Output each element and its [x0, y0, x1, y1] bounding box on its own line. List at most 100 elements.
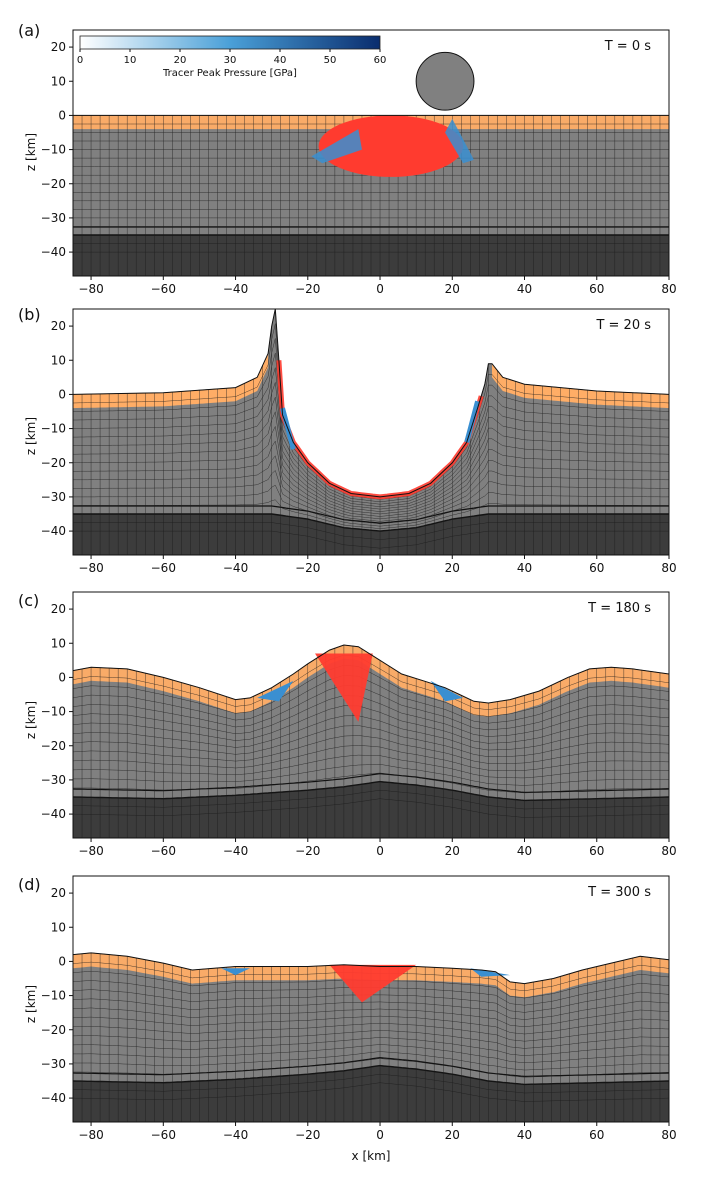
time-label: T = 300 s: [587, 885, 651, 900]
axes-frame: [72, 29, 670, 277]
x-tick-label: 20: [445, 561, 460, 575]
mesh-line: [73, 675, 669, 724]
y-tick-label: −10: [41, 705, 66, 719]
mesh-line: [73, 998, 669, 1020]
panel-layers: [73, 644, 669, 838]
y-tick-label: −30: [41, 773, 66, 787]
y-axis-label: z [km]: [24, 133, 38, 171]
colorbar-tick-label: 60: [374, 55, 387, 66]
x-tick-label: −20: [295, 1128, 320, 1142]
time-label: T = 0 s: [604, 39, 652, 54]
panel-layers: [73, 952, 669, 1122]
shocked-zone: [257, 680, 294, 702]
x-tick-label: 0: [376, 282, 384, 296]
x-tick-label: 80: [661, 844, 676, 858]
panel-a-letter: (a): [18, 21, 40, 40]
mesh-line: [73, 530, 669, 549]
x-tick-label: 20: [445, 844, 460, 858]
mesh-line: [73, 685, 669, 731]
mesh-line: [73, 754, 669, 779]
x-tick-label: −60: [151, 844, 176, 858]
tracers: [311, 115, 474, 177]
x-axis-label: x [km]: [352, 1149, 391, 1163]
y-axis-label: z [km]: [24, 417, 38, 455]
panel-b-letter: (b): [18, 305, 41, 324]
x-tick-label: −80: [78, 282, 103, 296]
mesh-line: [73, 484, 669, 527]
x-tick-label: 60: [589, 844, 604, 858]
mesh-line: [73, 425, 669, 517]
mesh-line: [73, 664, 669, 717]
y-tick-label: 20: [51, 40, 66, 54]
colorbar-ticks: 0 10 20 30 40 50 60: [77, 49, 387, 66]
y-tick-label: 20: [51, 886, 66, 900]
mesh-line: [73, 513, 669, 532]
mesh-grid: [73, 644, 669, 838]
mesh-line: [73, 1029, 669, 1049]
mesh-grid: [73, 309, 669, 555]
x-tick-label: −80: [78, 844, 103, 858]
y-axis-label: z [km]: [24, 985, 38, 1023]
mesh-line: [73, 772, 669, 794]
y-tick-label: 10: [51, 353, 66, 367]
crust-layer: [73, 309, 669, 555]
y-axis-label: z [km]: [24, 701, 38, 739]
time-label: T = 180 s: [587, 601, 651, 616]
x-tick-label: −60: [151, 1128, 176, 1142]
y-tick-label: 20: [51, 319, 66, 333]
melt-zone: [329, 964, 417, 1003]
mesh-line: [73, 781, 669, 801]
mesh-line: [73, 1058, 669, 1078]
mesh-line: [73, 695, 669, 737]
mesh-line: [73, 715, 669, 751]
y-tick-label: 0: [58, 108, 66, 122]
colorbar-tick-label: 50: [324, 55, 337, 66]
mesh-line: [73, 725, 669, 757]
mesh-line: [73, 382, 669, 510]
y-tick-label: −40: [41, 245, 66, 259]
y-tick-label: −10: [41, 422, 66, 436]
panel-b: (b) z [km] −80 −60 −40 −20 0 20 40 60 80 20 10 0 −10…: [18, 305, 677, 575]
melt-zone: [315, 653, 373, 722]
mesh-line: [73, 798, 669, 818]
colorbar-tick-label: 20: [174, 55, 187, 66]
panel-layers: [73, 309, 669, 555]
x-tick-label: 40: [517, 844, 532, 858]
colorbar-tick-label: 30: [224, 55, 237, 66]
x-tick-label: −60: [151, 561, 176, 575]
y-tick-label: 20: [51, 602, 66, 616]
colorbar-tick-label: 10: [124, 55, 137, 66]
x-tick-label: 80: [661, 1128, 676, 1142]
plot-area: −80 −60 −40 −20 0 20 40 60 80 20 10 0 −10 −20 −30 −40 T …: [41, 308, 677, 575]
sediment-layer: [492, 363, 669, 409]
surface-line: [73, 952, 669, 985]
mesh-grid: [73, 952, 669, 1122]
mesh-line: [73, 1044, 669, 1064]
melt-zone: [318, 115, 464, 177]
mesh-line: [73, 745, 669, 771]
mesh-line: [73, 1082, 669, 1102]
panel-d: (d) z [km] −80 −60 −40 −20 0 20 40 60 80 20 10 0 −10…: [18, 875, 677, 1142]
y-tick-label: −30: [41, 211, 66, 225]
mesh-line: [73, 654, 669, 711]
x-tick-label: −20: [295, 561, 320, 575]
y-tick-label: −10: [41, 143, 66, 157]
x-tick-label: 0: [376, 1128, 384, 1142]
y-tick-label: 0: [58, 387, 66, 401]
x-tick-label: −60: [151, 282, 176, 296]
sediment-layer: [73, 645, 669, 717]
x-tick-label: 60: [589, 561, 604, 575]
colorbar: 0 10 20 30 40 50 60 Tracer Peak Pressure [GPa]: [77, 35, 387, 79]
shocked-zone: [221, 968, 250, 976]
mesh-line: [73, 352, 669, 505]
y-tick-label: 10: [51, 74, 66, 88]
axes-frame: [72, 591, 670, 839]
x-tick-label: 80: [661, 282, 676, 296]
x-tick-label: 40: [517, 1128, 532, 1142]
mesh-line: [73, 338, 669, 503]
y-tick-label: 10: [51, 636, 66, 650]
axes-frame: [72, 875, 670, 1123]
mesh-line: [73, 1037, 669, 1056]
x-tick-label: 20: [445, 282, 460, 296]
y-tick-label: −40: [41, 1091, 66, 1105]
